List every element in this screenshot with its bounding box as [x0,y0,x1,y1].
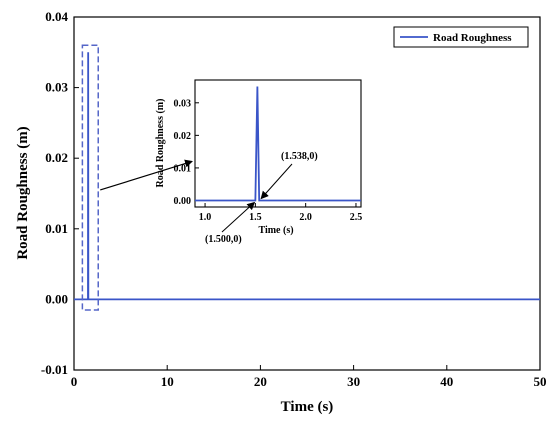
legend: Road Roughness [393,26,529,48]
x-tick-label: 30 [347,374,360,389]
legend-label: Road Roughness [433,32,512,44]
inset-y-axis-title: Road Roughness (m) [155,99,166,188]
y-tick-label: 0.00 [45,291,68,306]
x-axis-title: Time (s) [281,399,334,415]
x-tick-label: 50 [534,374,547,389]
y-tick-label: 0.01 [45,221,68,236]
annotation-label: (1.538,0) [281,151,318,162]
annotation-arrow [260,163,293,200]
inset-x-axis-title: Time (s) [258,225,293,236]
y-axis-title: Road Roughness (m) [15,126,31,259]
x-tick-label: 0 [71,374,78,389]
inset-plot-layer: 1.0 1.5 2.0 2.5 0.00 0.01 0.02 0.03 [174,86,363,223]
inset-x-tick-label: 2.0 [299,212,312,223]
inset-plot: 1.0 1.5 2.0 2.5 0.00 0.01 0.02 0.03 Time (s) Ro… [155,79,363,236]
x-tick-label: 10 [161,374,174,389]
inset-x-tick-label: 1.0 [199,212,212,223]
legend-box [393,26,529,48]
main-plot-layer: 0 10 20 30 40 50 -0.01 0.00 0.01 0.02 0.03 0.04 [41,9,547,389]
x-tick-label: 20 [254,374,267,389]
zoom-highlight-box [81,44,99,311]
inset-series-line [195,86,361,202]
zoom-arrow [100,159,193,191]
series-line-road-roughness [74,52,540,301]
inset-y-tick-label: 0.01 [174,163,192,174]
inset-y-tick-label: 0.02 [174,131,192,142]
annotation-arrow [221,201,256,233]
annotation-layer: (1.500,0) (1.538,0) [100,151,318,245]
y-tick-label: 0.04 [45,9,68,24]
inset-y-tick-label: 0.00 [174,196,192,207]
y-tick-label: -0.01 [41,362,68,377]
inset-plot-frame [194,79,362,208]
x-tick-label: 40 [440,374,453,389]
y-tick-label: 0.02 [45,150,68,165]
inset-x-tick-label: 1.5 [249,212,262,223]
inset-x-tick-label: 2.5 [350,212,363,223]
y-tick-label: 0.03 [45,80,68,95]
inset-y-tick-label: 0.03 [174,98,192,109]
annotation-label: (1.500,0) [205,234,242,245]
main-plot-frame [73,16,541,371]
